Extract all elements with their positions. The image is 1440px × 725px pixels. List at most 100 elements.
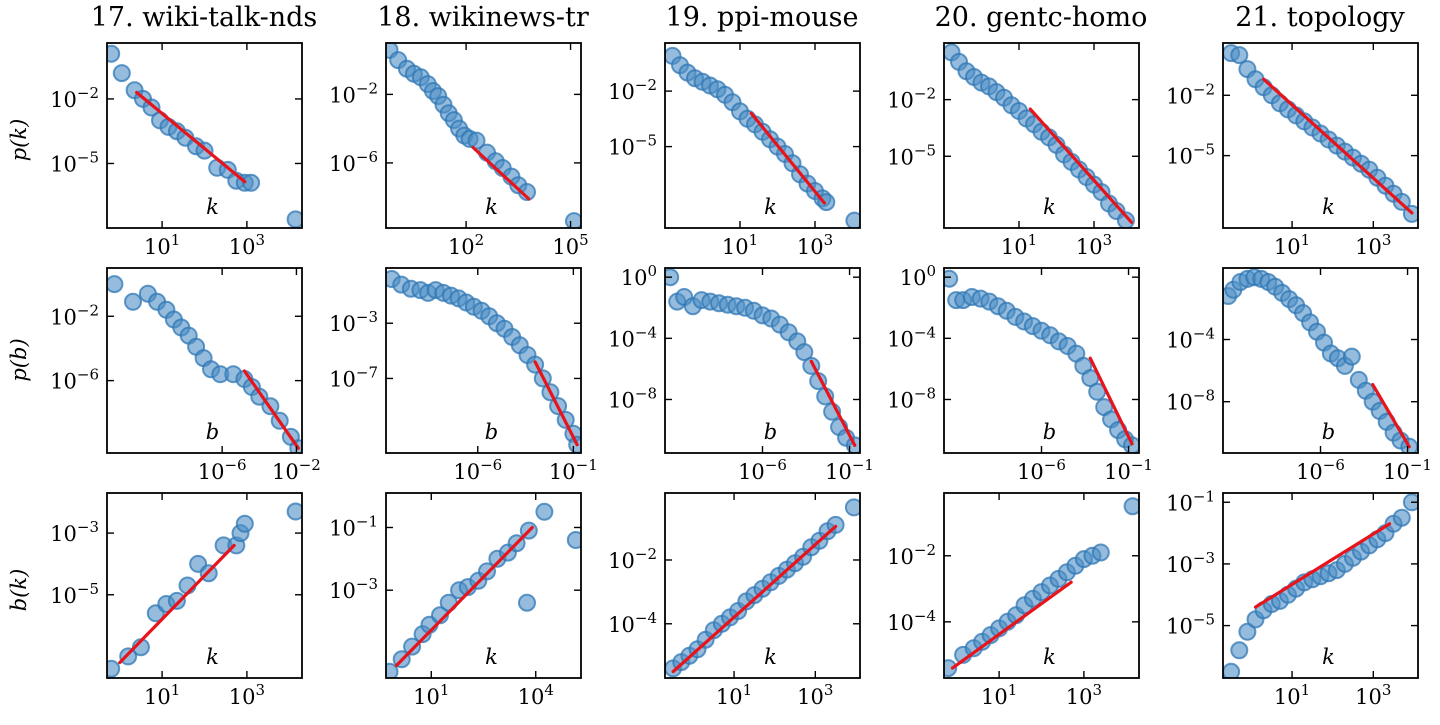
data-point: [107, 44, 121, 63]
data-layer: [944, 269, 1139, 453]
x-axis-label: b: [1322, 420, 1335, 444]
x-axis-label: k: [485, 645, 498, 669]
y-tick-label: 10−1: [1166, 487, 1215, 515]
y-tick-label: 10−4: [887, 323, 936, 351]
data-layer: [386, 502, 581, 678]
axes-frame: [1222, 42, 1419, 229]
x-tick-label: 103: [1355, 681, 1391, 709]
data-layer: [665, 498, 860, 678]
y-tick-label: 10−6: [329, 148, 378, 176]
x-tick-label: 101: [144, 231, 180, 259]
fit-line: [809, 359, 857, 447]
panel-3-4: 101 103 10−2 10−4 k: [887, 492, 1140, 709]
column-title-18: 18. wikinews-tr: [377, 2, 589, 33]
data-layer: [944, 497, 1139, 678]
x-tick-label: 101: [716, 681, 752, 709]
x-tick-label: 10−6: [453, 456, 502, 484]
x-axis-label: b: [764, 420, 777, 444]
y-tick-label: 10−2: [50, 84, 99, 112]
x-axis-label: k: [1322, 645, 1335, 669]
y-tick-label: 10−1: [329, 512, 378, 540]
x-tick-label: 103: [797, 681, 833, 709]
data-point: [242, 173, 261, 192]
data-point: [107, 659, 121, 678]
data-layer: [944, 43, 1135, 228]
fit-line: [1371, 382, 1411, 449]
fit-line: [471, 145, 531, 201]
fit-line: [950, 580, 1073, 670]
panel-3-5: 101 103 10−1 10−3 10−5 k: [1166, 487, 1419, 709]
data-point: [565, 212, 581, 228]
panel-1-3: 101 103 10−2 10−5 k: [608, 42, 861, 259]
x-tick-label: 101: [981, 681, 1017, 709]
x-tick-label: 103: [1066, 681, 1102, 709]
data-point: [167, 591, 186, 610]
data-point: [535, 502, 554, 521]
data-layer: [386, 270, 581, 453]
data-layer: [665, 268, 860, 453]
y-tick-label: 10−2: [50, 301, 99, 329]
data-point: [286, 502, 302, 521]
x-tick-label: 103: [229, 681, 265, 709]
x-tick-label: 101: [413, 681, 449, 709]
x-tick-label: 10−6: [738, 456, 787, 484]
x-axis-label: b: [206, 420, 219, 444]
row-label-bk: b(k): [7, 569, 31, 612]
data-layer: [107, 275, 302, 453]
panel-3-3: 101 103 10−2 10−4 k: [608, 492, 861, 709]
y-tick-label: 10−4: [887, 607, 936, 635]
column-title-20: 20. gentc-homo: [935, 2, 1148, 33]
x-tick-label: 104: [518, 681, 554, 709]
x-tick-label: 10−1: [825, 456, 874, 484]
data-point: [1402, 493, 1418, 512]
x-axis-label: k: [206, 645, 219, 669]
x-tick-label: 10−6: [1296, 456, 1345, 484]
x-tick-label: 103: [1355, 231, 1391, 259]
y-tick-label: 10−4: [608, 609, 657, 637]
fit-line: [242, 369, 300, 450]
column-title-17: 17. wiki-talk-nds: [91, 2, 318, 33]
y-tick-label: 10−8: [608, 384, 657, 412]
y-tick-label: 10−2: [1166, 80, 1215, 108]
x-axis-label: b: [1043, 420, 1056, 444]
x-tick-label: 101: [722, 231, 758, 259]
data-layer: [107, 44, 302, 228]
data-point: [844, 498, 860, 517]
data-point: [944, 269, 959, 288]
y-tick-label: 10−6: [50, 366, 99, 394]
fit-line: [533, 360, 579, 447]
y-tick-label: 10−3: [50, 518, 99, 546]
x-tick-label: 103: [797, 231, 833, 259]
y-tick-label: 10−5: [887, 141, 936, 169]
panel-2-3: 10−6 10−1 100 10−4 10−8 b: [608, 262, 874, 484]
x-axis-label: k: [1043, 645, 1056, 669]
data-point: [944, 659, 958, 678]
panel-1-4: 101 103 10−2 10−5 k: [887, 42, 1140, 259]
axes-frame: [106, 492, 303, 679]
x-tick-label: 103: [1076, 231, 1112, 259]
data-point: [1342, 347, 1361, 366]
y-tick-label: 10−2: [887, 85, 936, 113]
fit-line: [1262, 77, 1414, 215]
x-tick-label: 103: [229, 231, 265, 259]
axes-frame: [385, 267, 582, 454]
column-title-19: 19. ppi-mouse: [666, 2, 859, 33]
axes-frame: [943, 42, 1140, 229]
axes-frame: [385, 492, 582, 679]
y-tick-label: 10−8: [887, 384, 936, 412]
y-tick-label: 10−7: [329, 363, 378, 391]
data-point: [235, 514, 254, 533]
data-point: [1116, 211, 1135, 228]
y-tick-label: 100: [621, 262, 657, 290]
panel-3-1: 101 103 10−3 10−5 k: [50, 492, 303, 709]
panel-2-1: 10−6 10−2 10−2 10−6 b: [50, 267, 321, 484]
y-tick-label: 10−5: [50, 148, 99, 176]
data-point: [1392, 508, 1411, 527]
x-tick-label: 10−1: [549, 456, 598, 484]
fit-line: [1253, 522, 1392, 609]
column-title-21: 21. topology: [1235, 2, 1405, 33]
data-point: [795, 343, 814, 362]
panel-3-2: 101 104 10−1 10−3 k: [329, 492, 582, 709]
y-tick-label: 10−5: [50, 580, 99, 608]
